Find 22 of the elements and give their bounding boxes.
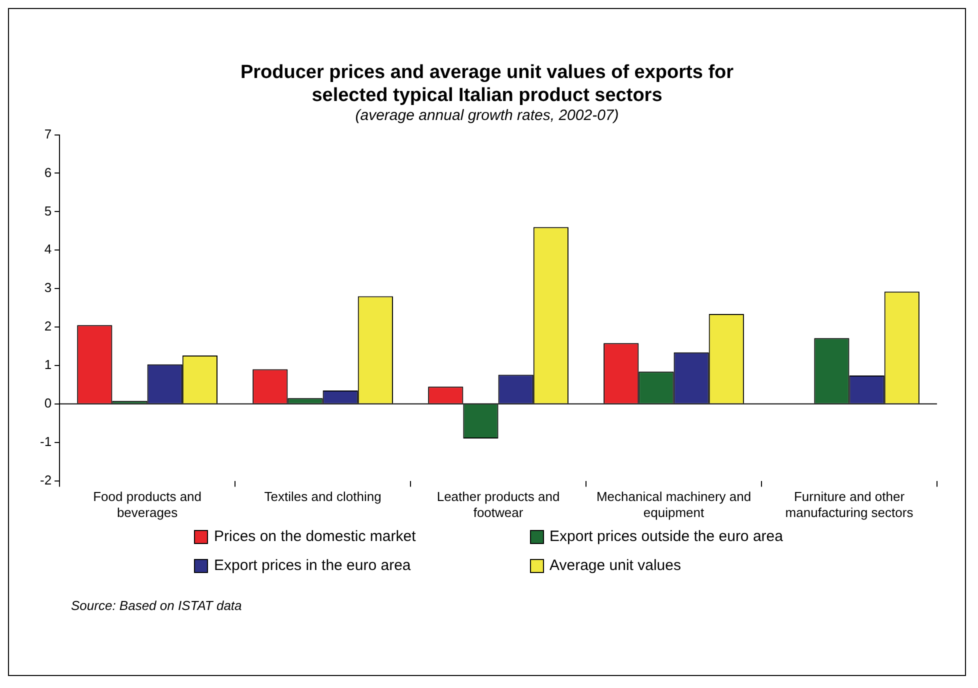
y-tick-label: 1 [44,357,52,372]
x-tick-label: Textiles and clothing [264,489,382,504]
chart-title: Producer prices and average unit values of exports for selected typical Italian product sectors [239,61,735,107]
y-tick-label: 4 [44,242,52,257]
y-tick-label: 5 [44,203,52,218]
y-tick-label: 6 [44,164,52,180]
x-tick-label: Mechanical machinery and equipment [596,489,752,520]
y-tick-label: -2 [40,472,52,488]
x-tick-label: Furniture and other manufacturing sectors [785,489,914,520]
legend-label: Average unit values [550,557,681,574]
source-note: Source: Based on ISTAT data [71,598,243,613]
y-tick-label: 3 [44,280,52,296]
legend-label: Prices on the domestic market [214,528,416,545]
y-tick-label: -1 [40,434,52,449]
legend-label: Export prices in the euro area [214,557,411,574]
chart-subtitle: (average annual growth rates, 2002-07) [354,107,620,124]
x-tick-label: Leather products and footwear [436,489,560,520]
x-tick-label: Food products and beverages [93,489,202,520]
y-tick-label: 2 [44,318,52,334]
y-tick-label: 7 [44,126,52,142]
y-tick-label: 0 [44,395,52,410]
legend-label: Export prices outside the euro area [550,528,783,545]
